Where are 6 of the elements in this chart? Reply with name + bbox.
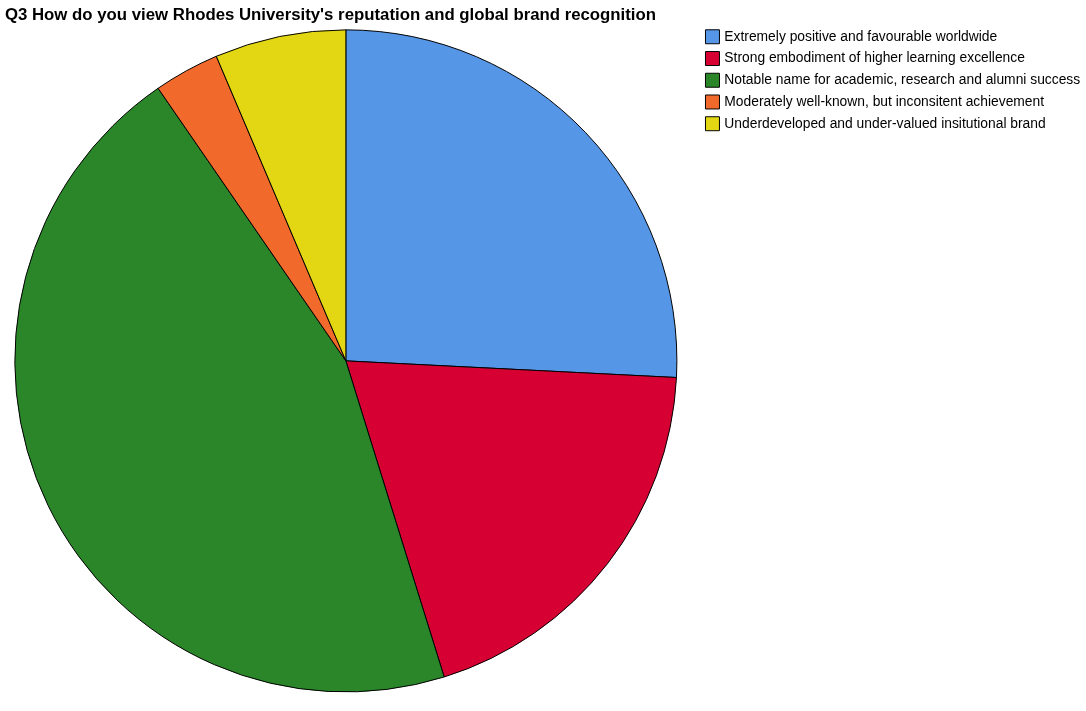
legend-label: Underdeveloped and under-valued insitutional brand bbox=[724, 114, 1046, 131]
legend-label: Extremely positive and favourable worldwide bbox=[724, 27, 998, 44]
legend-label: Moderately well-known, but inconsitent achievement bbox=[724, 92, 1045, 109]
chart-title: Q3 How do you view Rhodes University's reputation and global brand recognition bbox=[4, 4, 657, 24]
legend-label: Notable name for academic, research and alumni success bbox=[724, 71, 1081, 88]
legend-label: Strong embodiment of higher learning excellence bbox=[724, 49, 1026, 66]
